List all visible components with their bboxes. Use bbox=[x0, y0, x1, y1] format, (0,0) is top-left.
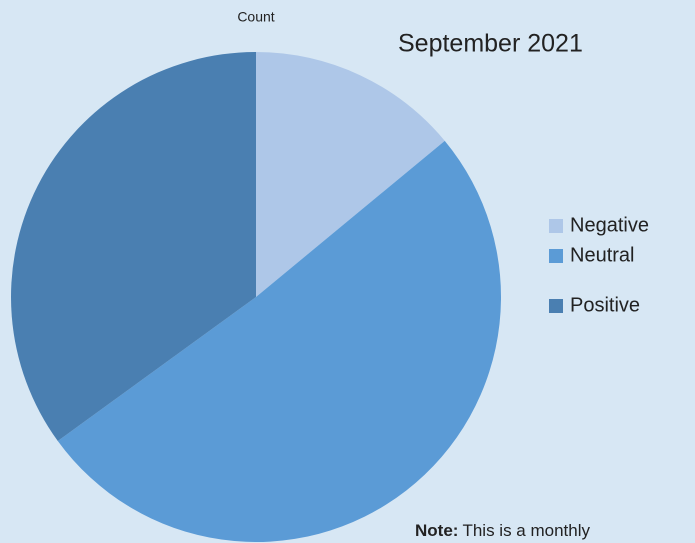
legend-label: Neutral bbox=[570, 244, 634, 266]
pie-slice bbox=[256, 52, 445, 297]
note-label: Note: bbox=[415, 521, 458, 540]
legend-label: Negative bbox=[570, 214, 649, 236]
note-text: This is a monthly bbox=[462, 521, 590, 540]
pie-slice bbox=[57, 140, 502, 543]
chart-title: Count bbox=[237, 9, 274, 25]
pie-slice bbox=[11, 52, 256, 442]
legend-swatch bbox=[549, 249, 563, 263]
legend-swatch bbox=[549, 299, 563, 313]
chart-subtitle: September 2021 bbox=[398, 30, 583, 58]
note: Note: This is a monthly bbox=[415, 521, 590, 540]
legend-swatch bbox=[549, 219, 563, 233]
legend-label: Positive bbox=[570, 294, 640, 316]
